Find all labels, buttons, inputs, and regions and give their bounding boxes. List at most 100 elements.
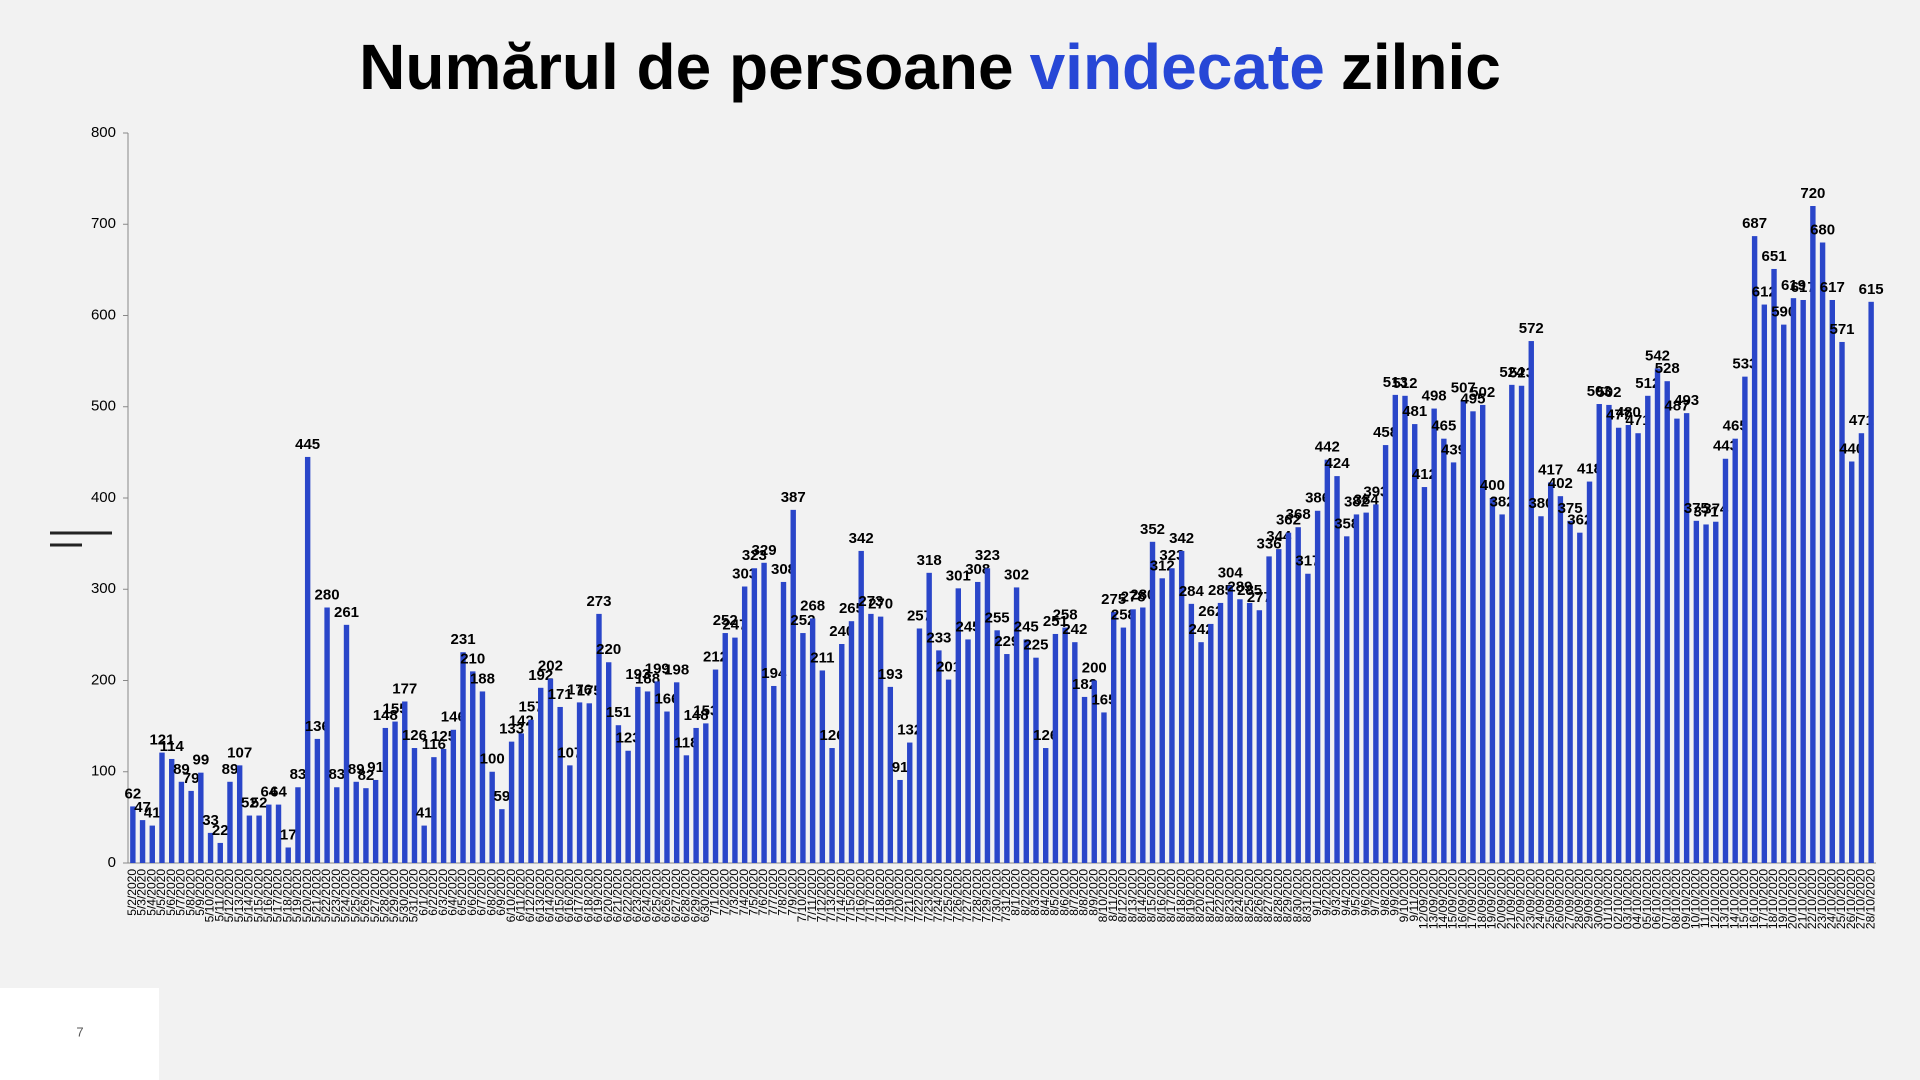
data-label: 481: [1402, 403, 1427, 420]
x-tick-label: 8/10/2020: [1096, 869, 1110, 923]
data-label: 424: [1325, 455, 1351, 472]
data-label: 257: [907, 607, 932, 624]
x-tick-label: 6/28/2020: [679, 869, 693, 923]
data-label: 275: [1101, 591, 1126, 608]
x-tick-label: 7/15/2020: [844, 869, 858, 923]
data-label: 487: [1664, 398, 1689, 415]
data-label: 258: [1111, 607, 1136, 624]
bar: [1790, 298, 1797, 864]
x-tick-label: 6/22/2020: [620, 869, 634, 923]
data-label: 362: [1567, 512, 1592, 529]
data-label: 268: [800, 597, 825, 614]
x-tick-label: 19/09/2020: [1485, 869, 1499, 929]
data-label: 193: [878, 666, 903, 683]
data-label: 79: [183, 770, 200, 787]
bar: [440, 748, 447, 863]
bar: [1819, 242, 1826, 863]
x-tick-label: 8/9/2020: [1086, 869, 1100, 916]
bar: [1363, 512, 1369, 863]
bar: [1023, 639, 1029, 863]
y-tick-label: 700: [91, 215, 116, 232]
data-label: 148: [373, 707, 398, 724]
x-tick-label: 5/2/2020: [125, 869, 139, 916]
bar: [1227, 585, 1233, 863]
bar: [178, 781, 185, 863]
bar: [1577, 532, 1583, 863]
data-label: 615: [1859, 281, 1884, 298]
bar: [761, 562, 767, 863]
bar: [431, 757, 437, 863]
data-label: 402: [1548, 475, 1573, 492]
bar: [1713, 521, 1719, 863]
x-tick-label: 7/25/2020: [941, 869, 955, 923]
x-tick-label: 27/10/2020: [1854, 869, 1868, 929]
data-label: 619: [1781, 277, 1806, 294]
x-tick-label: 8/26/2020: [1252, 869, 1266, 923]
x-tick-label: 10/10/2020: [1689, 869, 1703, 929]
bar: [1557, 496, 1564, 863]
x-tick-label: 8/2/2020: [1018, 869, 1032, 916]
bar: [712, 669, 719, 863]
bar: [984, 568, 991, 863]
x-tick-label: 14/10/2020: [1727, 869, 1741, 929]
data-label: 188: [635, 670, 660, 687]
bar: [343, 624, 350, 863]
x-tick-label: 7/2/2020: [717, 869, 731, 916]
x-tick-label: 6/30/2020: [698, 869, 712, 923]
data-label: 107: [557, 744, 582, 761]
x-tick-label: 9/5/2020: [1349, 869, 1363, 916]
data-label: 210: [460, 650, 485, 667]
data-label: 22: [212, 822, 229, 839]
x-tick-label: 20/10/2020: [1786, 869, 1800, 929]
x-tick-label: 6/21/2020: [611, 869, 625, 923]
bar: [1140, 607, 1146, 863]
bar: [975, 581, 981, 863]
data-label: 261: [334, 604, 359, 621]
x-tick-label: 28/09/2020: [1572, 869, 1586, 929]
bar: [780, 581, 787, 863]
bar: [538, 687, 544, 863]
bar: [1159, 578, 1165, 863]
bar: [1441, 438, 1447, 863]
x-tick-label: 9/10/2020: [1397, 869, 1411, 923]
x-tick-label: 22/10/2020: [1805, 869, 1819, 929]
data-label: 418: [1577, 461, 1602, 478]
data-label: 303: [732, 565, 757, 582]
bar: [664, 711, 670, 863]
data-label: 148: [684, 707, 709, 724]
y-tick-label: 800: [91, 124, 116, 141]
x-tick-label: 5/13/2020: [232, 869, 246, 923]
x-tick-label: 9/6/2020: [1358, 869, 1372, 916]
data-label: 507: [1451, 379, 1476, 396]
data-label: 571: [1829, 321, 1854, 338]
x-tick-label: 05/10/2020: [1640, 869, 1654, 929]
x-tick-label: 5/4/2020: [144, 869, 158, 916]
data-label: 52: [251, 795, 268, 812]
data-label: 523: [1509, 365, 1534, 382]
data-label: 126: [402, 727, 427, 744]
x-tick-label: 9/1/2020: [1310, 869, 1324, 916]
x-tick-label: 6/12/2020: [523, 869, 537, 923]
bar: [1868, 301, 1874, 863]
bar: [1693, 520, 1700, 863]
bar: [1635, 433, 1641, 863]
bar: [1829, 299, 1835, 863]
bar: [1499, 514, 1505, 863]
bar: [1052, 633, 1059, 863]
x-tick-label: 5/10/2020: [203, 869, 217, 923]
data-label: 308: [771, 561, 796, 578]
data-label: 242: [1189, 621, 1214, 638]
x-tick-label: 6/27/2020: [669, 869, 683, 923]
bar: [897, 779, 903, 863]
x-tick-label: 6/24/2020: [640, 869, 654, 923]
bar: [1178, 550, 1185, 863]
data-label: 201: [936, 659, 961, 676]
x-tick-label: 9/9/2020: [1387, 869, 1401, 916]
x-tick-label: 7/13/2020: [824, 869, 838, 923]
bar: [188, 790, 194, 863]
data-label: 528: [1655, 360, 1680, 377]
bar: [1538, 516, 1544, 863]
bar: [1732, 438, 1738, 863]
data-label: 533: [1732, 356, 1757, 373]
y-tick-label: 0: [108, 854, 116, 871]
